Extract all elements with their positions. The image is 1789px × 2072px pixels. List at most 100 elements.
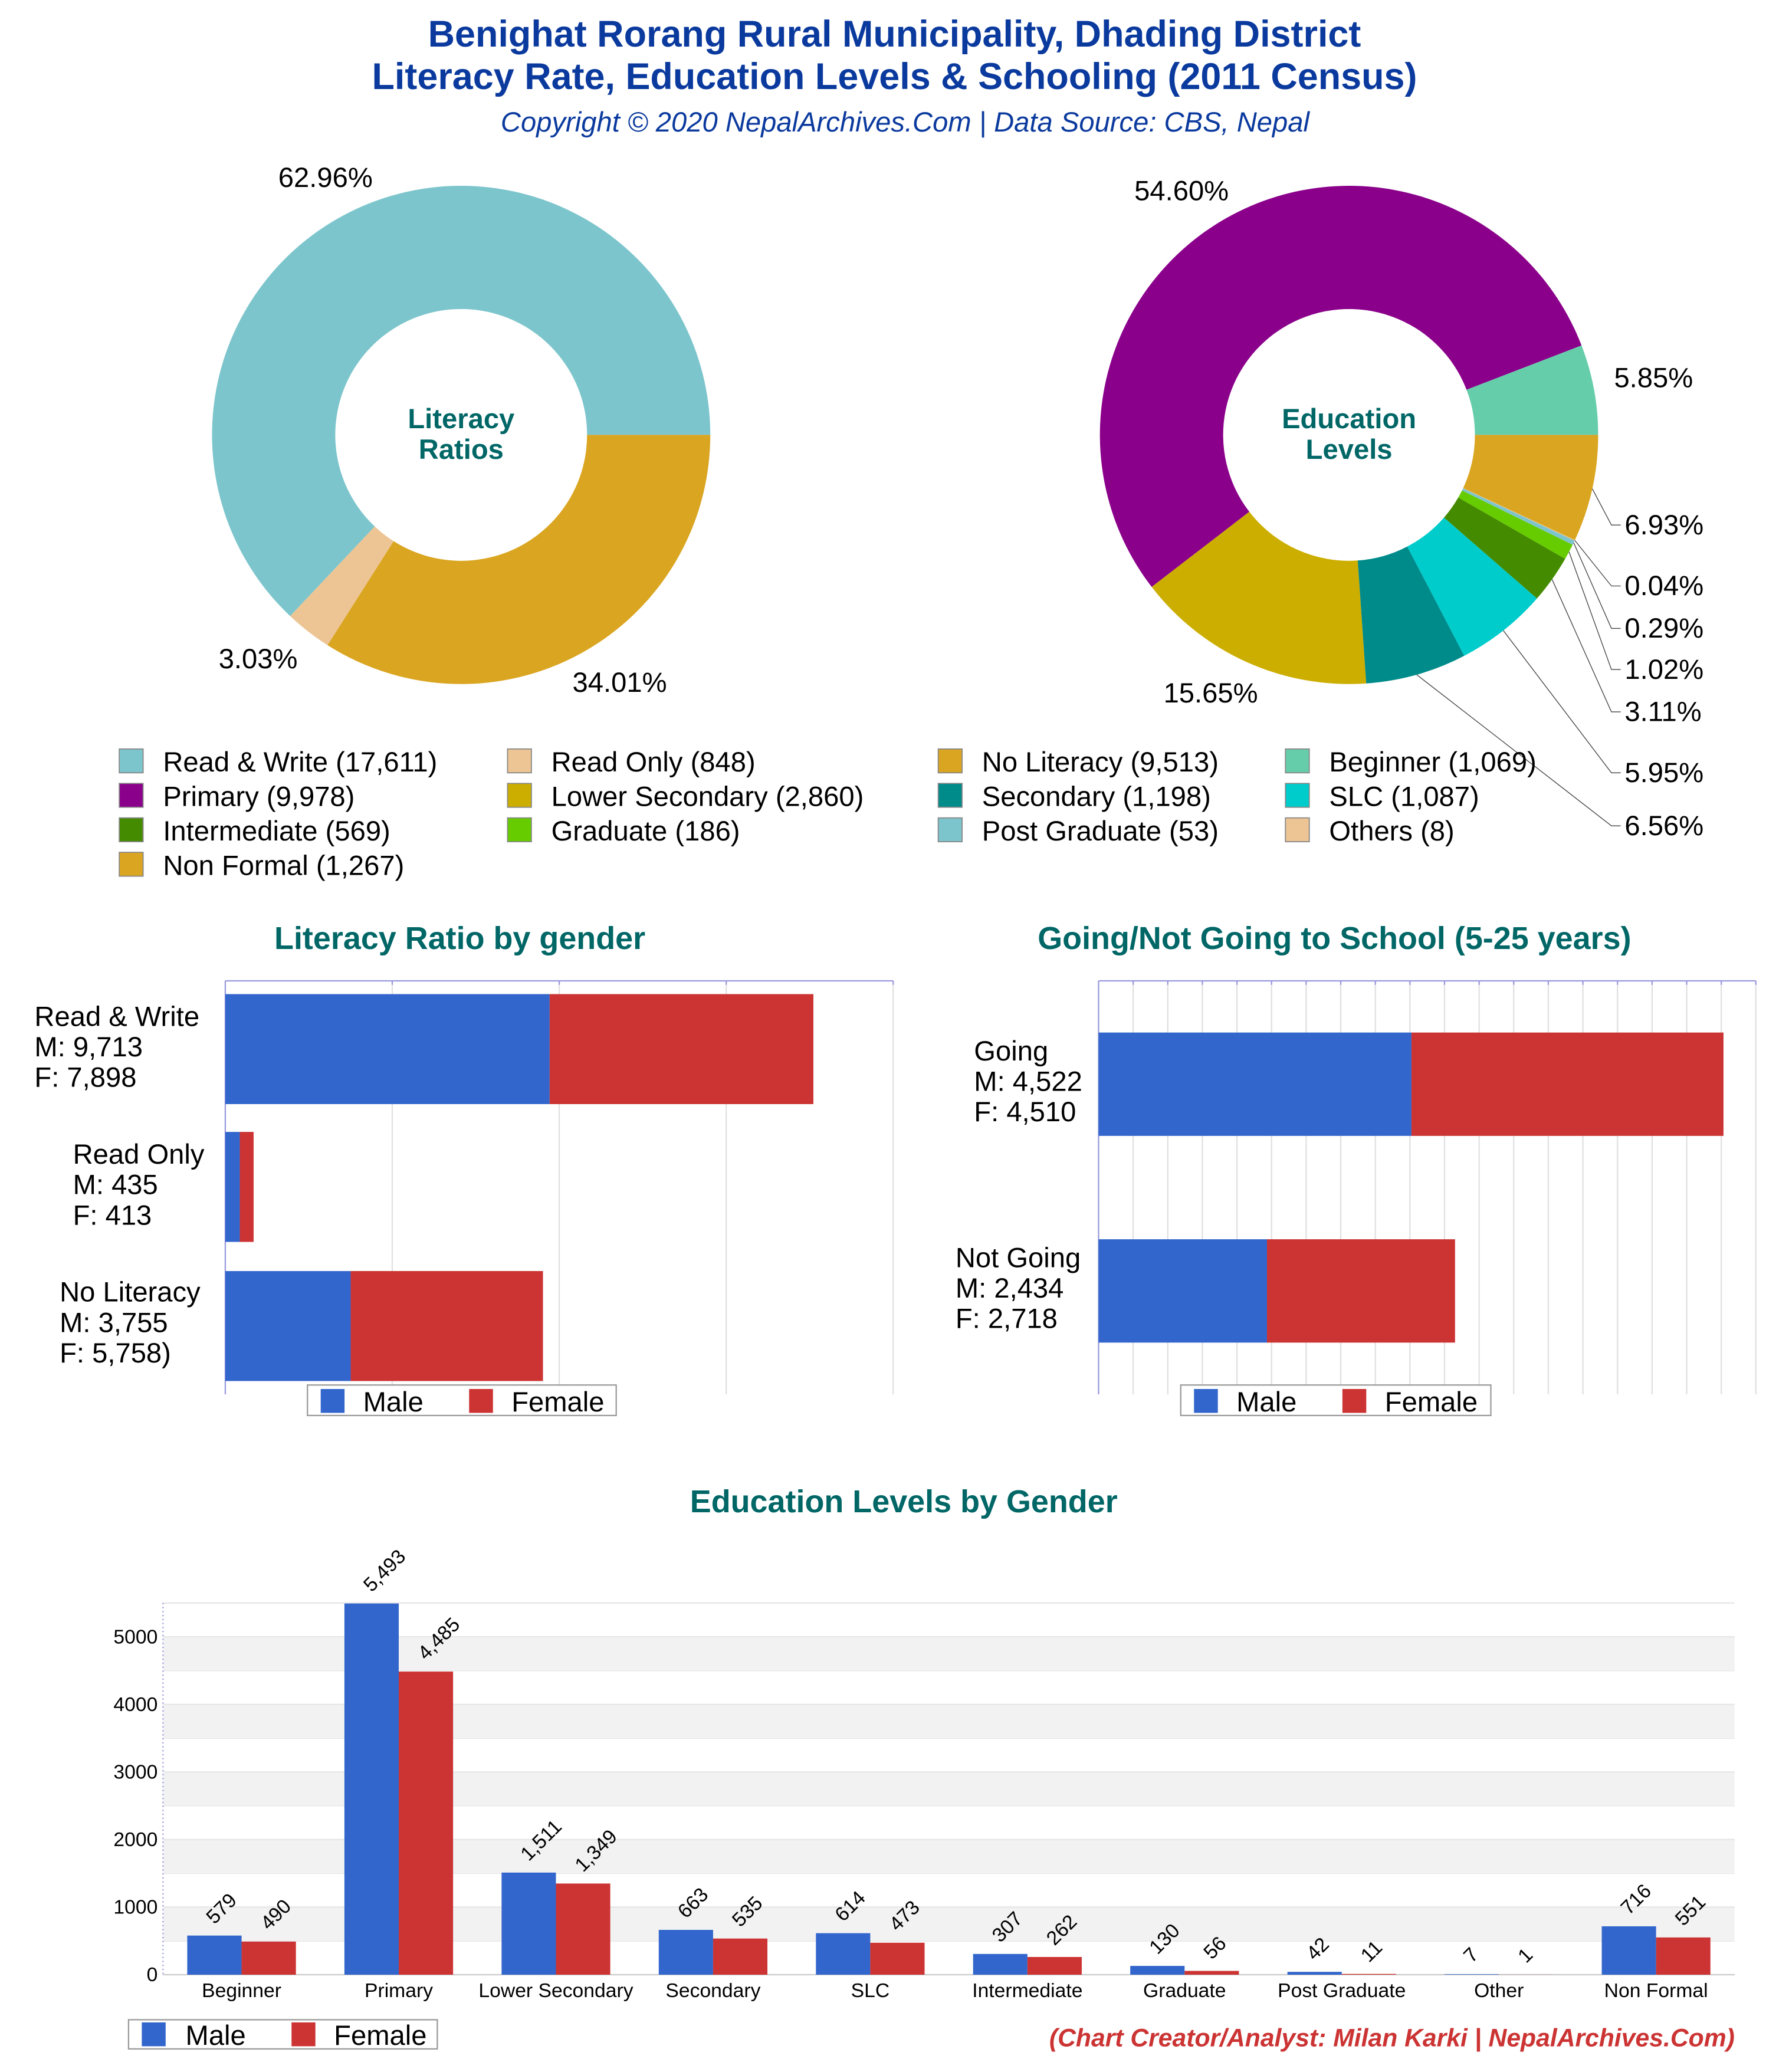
pct-label: 3.11% — [1624, 696, 1701, 727]
female-count: F: 4,510 — [974, 1096, 1076, 1127]
legend-item-secondary-1-198: Secondary (1,198) — [938, 780, 1211, 812]
education-gender-title: Education Levels by Gender — [690, 1484, 1118, 1519]
legend-swatch — [938, 818, 962, 842]
bar-lower-secondary-male — [501, 1873, 556, 1975]
female-count: F: 2,718 — [956, 1303, 1058, 1334]
legend-male: Male — [363, 1386, 424, 1417]
legend-item-beginner-1-069: Beginner (1,069) — [1285, 746, 1537, 777]
pct-label: 0.29% — [1624, 612, 1703, 643]
bar-post-graduate-female — [1342, 1974, 1396, 1975]
bar-going-female — [1411, 1033, 1724, 1136]
x-tick-label: SLC — [851, 1979, 890, 2002]
legend-swatch — [119, 852, 143, 876]
category-name: Read Only — [73, 1138, 205, 1170]
bar-read-write-male — [225, 994, 550, 1104]
legend-label: Beginner (1,069) — [1329, 746, 1536, 777]
legend-swatch — [1285, 818, 1309, 842]
title-line-1: Benighat Rorang Rural Municipality, Dhad… — [428, 14, 1361, 55]
legend-label: Read Only (848) — [552, 746, 756, 777]
male-swatch — [1194, 1389, 1217, 1413]
pct-label: 62.96% — [278, 162, 373, 193]
category-label-not-going: Not Going M: 2,434 F: 2,718 — [956, 1242, 1081, 1334]
pct-label: 54.60% — [1134, 175, 1229, 206]
bar-other-male — [1445, 1974, 1499, 1975]
pct-label: 1.02% — [1624, 654, 1703, 685]
category-label-read-write: Read & Write M: 9,713 F: 7,898 — [34, 1000, 199, 1092]
leader-line — [1593, 489, 1621, 526]
literacy-gender-title: Literacy Ratio by gender — [274, 921, 645, 956]
legend-label: Post Graduate (53) — [982, 815, 1219, 846]
bar-read-only-male — [225, 1132, 240, 1242]
male-count: M: 2,434 — [956, 1272, 1064, 1303]
legend-item-post-graduate-53: Post Graduate (53) — [938, 815, 1219, 846]
leader-line — [1569, 552, 1621, 669]
pct-label: 5.85% — [1614, 362, 1693, 393]
category-label-no-literacy: No Literacy M: 3,755 F: 5,758) — [60, 1276, 201, 1368]
pct-label: 5.95% — [1624, 757, 1703, 788]
category-name: No Literacy — [60, 1276, 201, 1308]
legend-female: Female — [511, 1386, 604, 1417]
legend-item-non-formal-1-267: Non Formal (1,267) — [119, 849, 404, 881]
legend-item-primary-9-978: Primary (9,978) — [119, 780, 354, 812]
donut-legend: Read & Write (17,611)Read Only (848)No L… — [119, 746, 1537, 881]
pct-label: 6.93% — [1624, 509, 1703, 540]
male-count: M: 435 — [73, 1169, 158, 1200]
data-label: 7 — [1459, 1943, 1483, 1967]
x-tick-label: Graduate — [1143, 1979, 1226, 2002]
legend-label: Primary (9,978) — [163, 780, 354, 812]
legend-item-read-only-848: Read Only (848) — [507, 746, 755, 777]
female-count: F: 413 — [73, 1199, 152, 1230]
bar-read-write-female — [550, 994, 813, 1104]
legend-swatch — [507, 818, 531, 842]
y-tick-label: 2000 — [113, 1828, 157, 1851]
legend-swatch — [938, 749, 962, 773]
bar-non-formal-male — [1602, 1926, 1656, 1975]
bar-going-male — [1098, 1033, 1411, 1136]
legend-swatch — [1285, 749, 1309, 773]
legend-swatch — [507, 749, 531, 773]
leader-line — [1574, 543, 1621, 628]
female-swatch — [1342, 1389, 1366, 1413]
bar-beginner-female — [242, 1942, 296, 1975]
education-donut-center-2: Levels — [1306, 434, 1393, 465]
legend-item-graduate-186: Graduate (186) — [507, 815, 740, 846]
female-swatch — [291, 2022, 315, 2046]
category-label-going: Going M: 4,522 F: 4,510 — [974, 1035, 1082, 1127]
x-tick-label: Beginner — [202, 1979, 281, 2002]
copyright-line: Copyright © 2020 NepalArchives.Com | Dat… — [501, 106, 1311, 138]
x-tick-label: Intermediate — [972, 1979, 1082, 2002]
female-count: F: 7,898 — [34, 1062, 136, 1093]
pct-label: 6.56% — [1624, 810, 1703, 841]
literacy-gender-legend: Male Female — [307, 1385, 616, 1417]
bar-read-only-female — [240, 1132, 254, 1242]
bar-post-graduate-male — [1288, 1972, 1342, 1975]
bar-no-literacy-male — [225, 1271, 351, 1381]
bar-primary-female — [399, 1672, 453, 1975]
education-gender-legend: Male Female — [129, 2020, 437, 2051]
bar-secondary-female — [713, 1939, 767, 1975]
category-name: Read & Write — [34, 1000, 199, 1032]
legend-item-read-write-17-611: Read & Write (17,611) — [119, 746, 437, 777]
bar-no-literacy-female — [351, 1271, 543, 1381]
female-count: F: 5,758) — [60, 1337, 171, 1368]
title-line-2: Literacy Rate, Education Levels & School… — [372, 56, 1417, 97]
x-tick-label: Post Graduate — [1278, 1979, 1406, 2002]
y-tick-label: 3000 — [113, 1761, 157, 1784]
pct-label: 15.65% — [1164, 677, 1258, 708]
legend-swatch — [119, 818, 143, 842]
bar-slc-male — [816, 1933, 870, 1975]
literacy-gender-chart — [225, 981, 893, 1394]
bar-graduate-male — [1130, 1966, 1184, 1975]
bar-slc-female — [870, 1943, 924, 1975]
leader-line — [1575, 540, 1621, 586]
legend-male: Male — [1236, 1386, 1296, 1417]
legend-female: Female — [1385, 1386, 1478, 1417]
literacy-donut-center-2: Ratios — [419, 434, 504, 465]
x-tick-label: Lower Secondary — [478, 1979, 633, 2002]
x-tick-label: Primary — [365, 1979, 433, 2002]
legend-item-slc-1-087: SLC (1,087) — [1285, 780, 1479, 812]
category-name: Not Going — [956, 1242, 1081, 1273]
school-title: Going/Not Going to School (5-25 years) — [1038, 921, 1631, 956]
